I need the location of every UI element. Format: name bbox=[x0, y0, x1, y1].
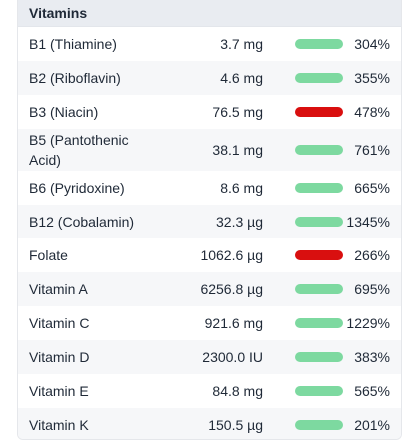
status-bar bbox=[295, 385, 343, 396]
nutrient-name: B12 (Cobalamin) bbox=[29, 213, 135, 230]
daily-value-percent: 565% bbox=[354, 382, 390, 399]
nutrient-row: Vitamin E 84.8 mg 565% bbox=[18, 374, 401, 408]
nutrient-amount: 76.5 mg bbox=[212, 103, 263, 120]
nutrient-name: Vitamin D bbox=[29, 349, 90, 366]
daily-value-percent: 201% bbox=[354, 416, 390, 433]
nutrient-name: B2 (Riboflavin) bbox=[29, 69, 121, 86]
nutrient-name: B3 (Niacin) bbox=[29, 103, 99, 120]
nutrient-amount: 32.3 µg bbox=[216, 213, 263, 230]
status-bar bbox=[295, 318, 343, 329]
nutrient-row: B1 (Thiamine) 3.7 mg 304% bbox=[18, 27, 401, 61]
nutrient-amount: 1062.6 µg bbox=[200, 247, 263, 264]
nutrient-row: B5 (Pantothenic Acid) 38.1 mg 761% bbox=[18, 128, 401, 171]
nutrient-name: B6 (Pyridoxine) bbox=[29, 179, 125, 196]
status-bar bbox=[295, 250, 343, 261]
nutrient-row: B2 (Riboflavin) 4.6 mg 355% bbox=[18, 60, 401, 95]
daily-value-percent: 1229% bbox=[346, 315, 390, 332]
nutrient-name: Folate bbox=[29, 247, 68, 264]
nutrient-list: B1 (Thiamine) 3.7 mg 304% B2 (Riboflavin) 4.… bbox=[18, 27, 401, 439]
daily-value-percent: 355% bbox=[354, 69, 390, 86]
nutrient-amount: 4.6 mg bbox=[220, 69, 263, 86]
nutrient-row: Vitamin A 6256.8 µg 695% bbox=[18, 272, 401, 307]
status-bar bbox=[295, 106, 343, 117]
nutrient-amount: 150.5 µg bbox=[208, 416, 263, 433]
status-bar bbox=[295, 144, 343, 155]
status-bar bbox=[295, 216, 343, 227]
status-bar bbox=[295, 419, 343, 430]
daily-value-percent: 665% bbox=[354, 179, 390, 196]
daily-value-percent: 478% bbox=[354, 103, 390, 120]
nutrient-amount: 921.6 mg bbox=[204, 315, 263, 332]
section-title: Vitamins bbox=[29, 5, 88, 21]
nutrient-name: Vitamin E bbox=[29, 382, 89, 399]
nutrient-amount: 3.7 mg bbox=[220, 35, 263, 52]
daily-value-percent: 695% bbox=[354, 281, 390, 298]
nutrient-name: B1 (Thiamine) bbox=[29, 35, 117, 52]
status-bar bbox=[295, 182, 343, 193]
nutrient-row: Folate 1062.6 µg 266% bbox=[18, 238, 401, 272]
section-header: Vitamins bbox=[18, 0, 401, 27]
nutrient-row: Vitamin C 921.6 mg 1229% bbox=[18, 306, 401, 340]
nutrient-name: Vitamin A bbox=[29, 281, 88, 298]
nutrient-amount: 2300.0 IU bbox=[202, 349, 263, 366]
status-bar bbox=[295, 38, 343, 49]
daily-value-percent: 1345% bbox=[346, 213, 390, 230]
nutrient-name: Vitamin K bbox=[29, 416, 89, 433]
nutrient-name: Vitamin C bbox=[29, 315, 90, 332]
status-bar bbox=[295, 72, 343, 83]
daily-value-percent: 383% bbox=[354, 349, 390, 366]
nutrient-amount: 84.8 mg bbox=[212, 382, 263, 399]
nutrient-row: B3 (Niacin) 76.5 mg 478% bbox=[18, 95, 401, 129]
status-bar bbox=[295, 352, 343, 363]
nutrient-row: B6 (Pyridoxine) 8.6 mg 665% bbox=[18, 171, 401, 205]
nutrient-row: Vitamin D 2300.0 IU 383% bbox=[18, 340, 401, 375]
nutrient-amount: 38.1 mg bbox=[212, 141, 263, 158]
nutrient-amount: 8.6 mg bbox=[220, 179, 263, 196]
daily-value-percent: 761% bbox=[354, 141, 390, 158]
nutrient-name: B5 (Pantothenic Acid) bbox=[29, 131, 129, 168]
daily-value-percent: 304% bbox=[354, 35, 390, 52]
status-bar bbox=[295, 284, 343, 295]
daily-value-percent: 266% bbox=[354, 247, 390, 264]
nutrient-row: B12 (Cobalamin) 32.3 µg 1345% bbox=[18, 204, 401, 239]
nutrient-amount: 6256.8 µg bbox=[200, 281, 263, 298]
nutrient-row: Vitamin K 150.5 µg 201% bbox=[18, 407, 401, 439]
vitamins-card: Vitamins B1 (Thiamine) 3.7 mg 304% B2 (Ribo… bbox=[17, 0, 402, 440]
